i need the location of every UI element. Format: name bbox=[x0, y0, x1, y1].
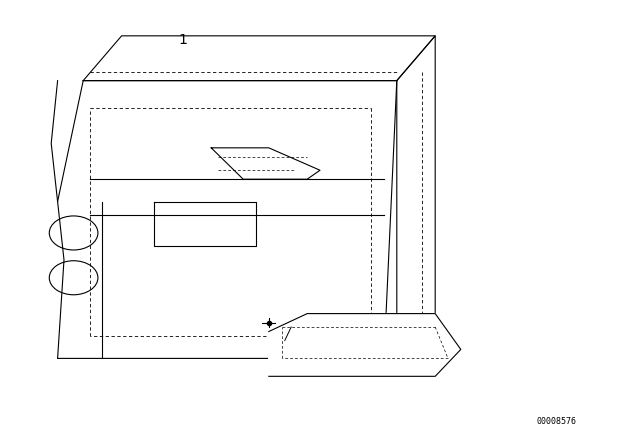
Text: 3: 3 bbox=[285, 333, 294, 348]
Text: 1: 1 bbox=[178, 33, 187, 47]
Polygon shape bbox=[269, 314, 461, 376]
Text: 2: 2 bbox=[357, 329, 366, 343]
Polygon shape bbox=[83, 36, 435, 81]
Text: 00008576: 00008576 bbox=[537, 417, 577, 426]
Polygon shape bbox=[397, 36, 435, 358]
Polygon shape bbox=[58, 81, 397, 358]
